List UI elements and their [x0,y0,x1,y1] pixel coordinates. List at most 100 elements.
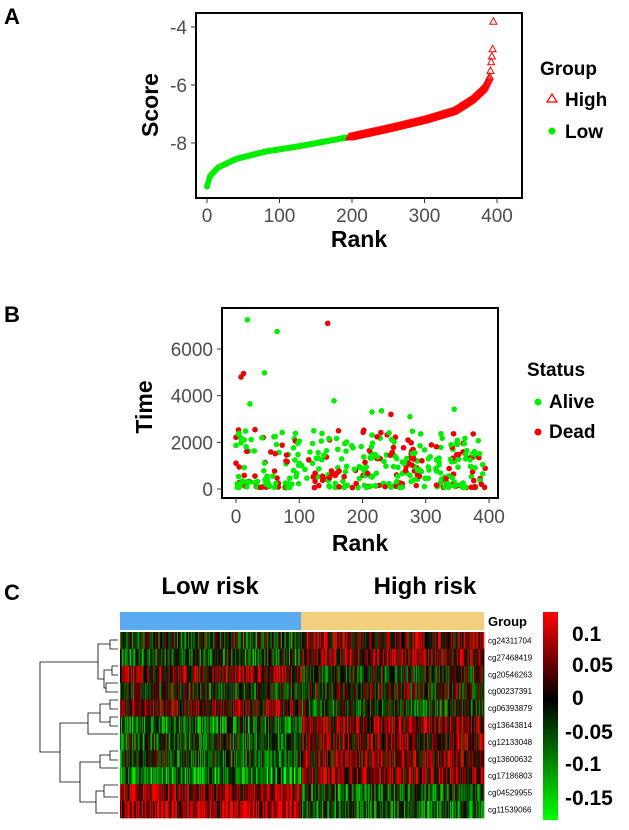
alive-point [286,475,293,482]
alive-point [235,473,242,480]
dead-point [324,320,331,327]
y-tick-label: -8 [170,134,187,155]
alive-point [348,442,355,449]
dead-point [378,429,384,436]
legend-low: Low [565,122,603,143]
alive-point [467,457,473,463]
heatmap-row [120,767,485,785]
alive-point [338,456,345,462]
dead-point [243,448,250,455]
alive-point [295,451,301,458]
x-tick-label: 100 [283,507,315,528]
row-label: cg17186803 [488,772,533,781]
alive-point [318,438,325,444]
alive-point [315,449,322,456]
legend-alive-icon [534,398,542,406]
dead-point [336,468,342,474]
alive-point [321,452,327,459]
colorbar-tick-label: 0.1 [572,623,602,646]
alive-point [401,460,408,467]
dead-point [305,457,312,463]
dead-point [410,456,417,462]
alive-point [319,430,325,437]
alive-point [407,472,413,479]
alive-point [388,436,395,443]
dead-point [271,468,278,474]
dead-point [472,483,478,490]
alive-point [468,473,475,480]
legend-title: Group [540,59,597,80]
alive-point [446,482,453,489]
dead-point [382,483,389,490]
high-point [486,65,495,74]
y-tick-label: 6000 [171,340,213,361]
heatmap-row [120,801,485,819]
x-tick-label: 100 [264,206,296,227]
heatmap-row [120,733,485,751]
row-label: cg00237391 [488,687,533,696]
group-label: Group [488,614,527,629]
alive-point [333,435,340,442]
alive-point [309,460,316,467]
alive-point [310,427,317,434]
dead-point [353,480,359,487]
alive-point [414,467,421,474]
dead-point [446,465,452,472]
y-tick-label: 4000 [171,387,213,408]
alive-point [331,398,337,404]
row-label: cg11539066 [488,806,532,815]
alive-point [245,479,252,485]
alive-point [241,437,248,443]
score-rank-chart: 0 100 200 300 400 -4 -6 -8 Rank Score Group Hig… [137,12,607,252]
alive-point [323,448,330,454]
alive-point [261,370,268,376]
row-label: cg27468419 [488,653,533,662]
heatmap-row [120,699,485,717]
dead-point [272,450,279,457]
high-point [487,51,497,60]
alive-point [236,430,242,437]
alive-point [425,475,432,482]
alive-point [469,451,476,457]
y-tick-label: 0 [202,480,213,501]
heatmap-row [120,682,485,700]
legend-circle-icon [548,127,556,135]
legend-high: High [565,90,607,111]
row-label: cg12133048 [488,738,533,747]
dead-point [409,462,415,468]
dead-point [400,444,407,451]
alive-point [242,428,249,434]
dead-point [257,484,264,491]
alive-point [438,444,444,451]
dead-point [341,473,347,480]
alive-point [441,484,448,490]
alive-point [462,456,469,462]
alive-point [274,328,280,335]
dead-point [416,473,423,480]
legend-title: Status [527,360,585,381]
alive-point [363,464,370,470]
panel-label-a: A [4,4,20,29]
methylation-heatmap: Low risk High risk Group cg24311704 cg274… [39,573,613,820]
heatmap-row [120,632,485,650]
y-tick-label: -6 [170,76,187,97]
alive-point [307,449,313,455]
alive-point [381,458,387,465]
dead-point [236,464,242,470]
alive-point [343,463,350,470]
row-label: cg04529955 [488,789,533,798]
alive-point [409,450,416,457]
legend-dead: Dead [549,422,595,443]
row-dendrogram [39,639,118,814]
dead-point [310,474,316,480]
heatmap-row [120,665,485,684]
alive-point [408,478,415,485]
dead-point [360,427,367,433]
alive-point [373,470,380,476]
alive-point [454,441,461,448]
dead-point [349,484,356,491]
alive-point [462,435,468,442]
x-axis-label: Rank [331,226,387,252]
row-label: cg24311704 [488,636,532,645]
alive-point [479,471,486,477]
